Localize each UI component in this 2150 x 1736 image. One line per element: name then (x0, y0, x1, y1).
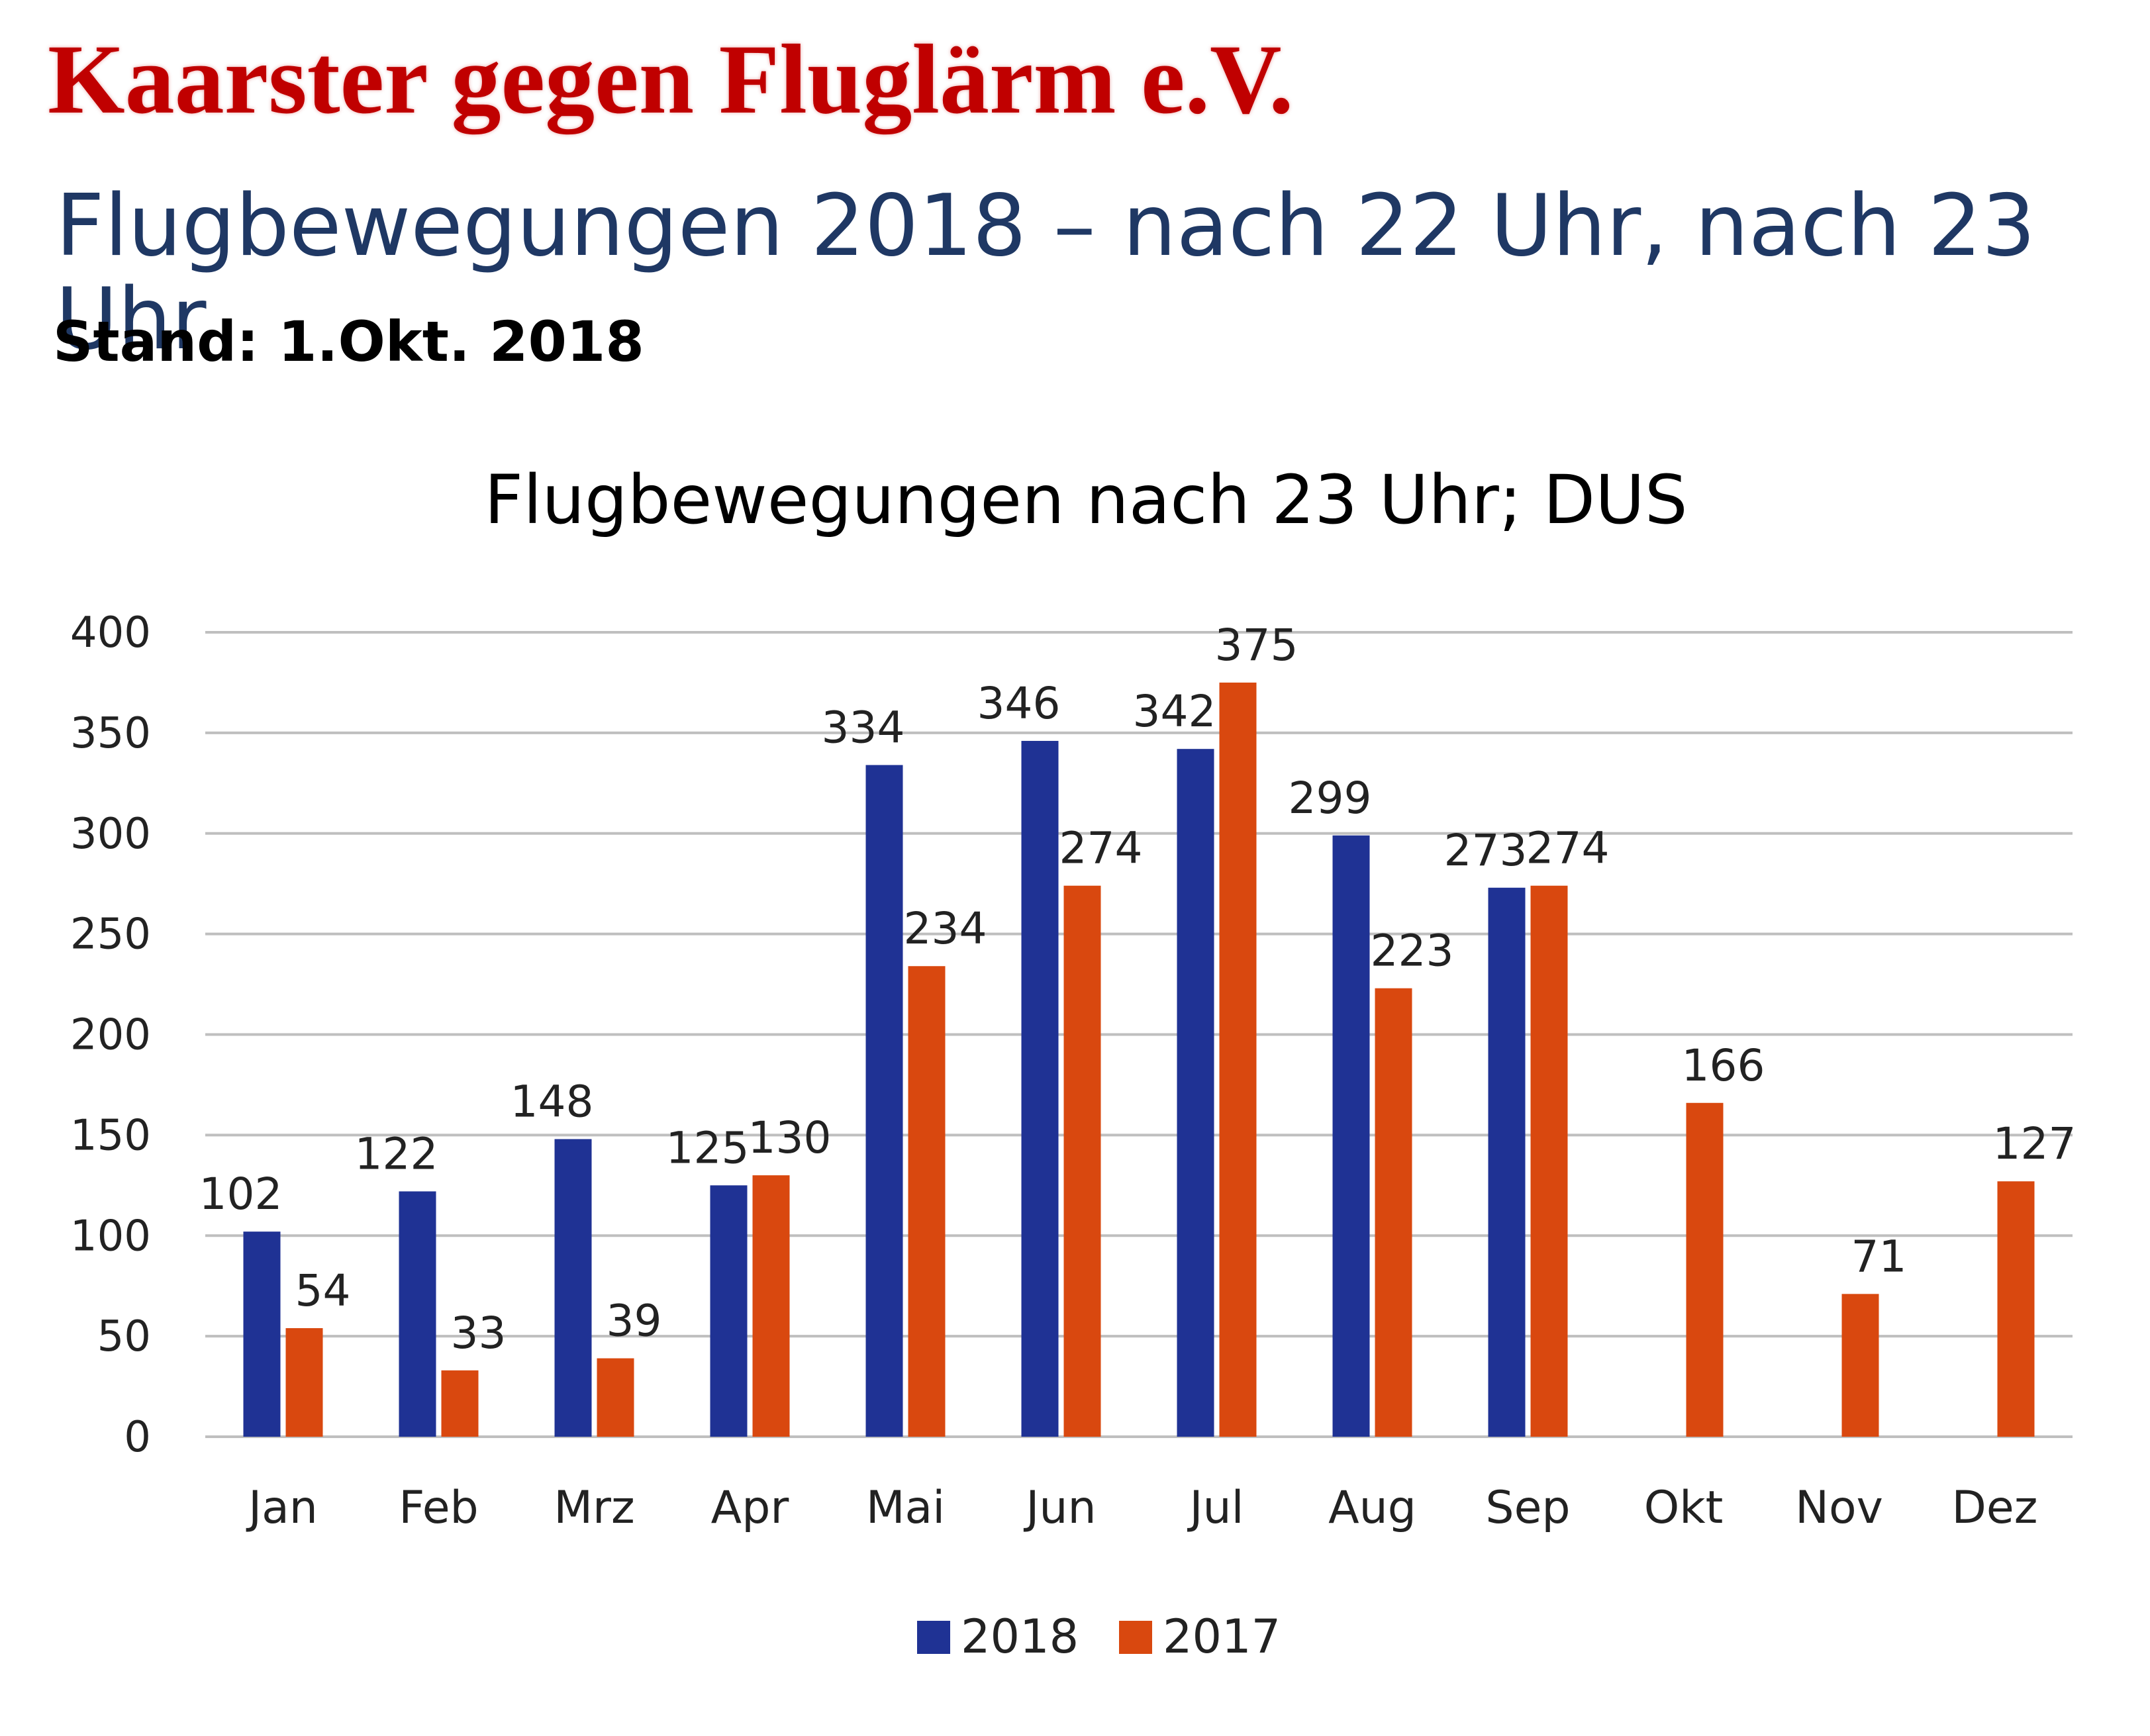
legend-label-2018: 2018 (961, 1610, 1079, 1664)
chart-title: Flugbewegungen nach 23 Uhr; DUS (484, 461, 1687, 540)
category-label-jan: Jan (246, 1482, 318, 1534)
data-label-2018-mrz: 148 (511, 1076, 594, 1127)
data-label-2018-aug: 299 (1289, 773, 1372, 824)
y-tick-label: 150 (70, 1111, 151, 1160)
y-tick-label: 400 (70, 608, 151, 657)
data-label-2017-apr: 130 (748, 1112, 832, 1163)
category-label-aug: Aug (1328, 1482, 1416, 1534)
data-label-2017-nov: 71 (1851, 1231, 1907, 1282)
category-label-jun: Jun (1023, 1482, 1096, 1534)
bar-2018-aug (1332, 835, 1370, 1437)
y-tick-label: 0 (124, 1413, 151, 1462)
data-label-2018-jan: 102 (199, 1169, 283, 1220)
y-tick-label: 50 (97, 1312, 151, 1361)
category-label-mai: Mai (866, 1482, 945, 1534)
bar-2017-aug (1375, 988, 1412, 1437)
gridlines (205, 631, 2073, 1438)
data-label-2018-feb: 122 (355, 1128, 438, 1179)
data-label-2018-apr: 125 (666, 1122, 750, 1173)
bar-2018-jun (1021, 741, 1059, 1437)
data-label-2017-okt: 166 (1682, 1040, 1765, 1091)
bar-2018-apr (710, 1185, 748, 1437)
data-label-2017-jan: 54 (295, 1265, 351, 1316)
bar-2017-sep (1530, 885, 1568, 1437)
data-label-2018-mai: 334 (822, 702, 905, 753)
stand-date: Stand: 1.Okt. 2018 (53, 309, 644, 374)
data-label-2017-jul: 375 (1215, 620, 1298, 671)
category-label-dez: Dez (1952, 1482, 2038, 1534)
x-axis-categories: Jan Feb Mrz Apr Mai Jun Jul Aug Sep Okt Nov Dez (246, 1482, 2037, 1534)
category-label-jul: Jul (1187, 1482, 1244, 1534)
data-label-2017-dez: 127 (1993, 1118, 2077, 1169)
y-tick-label: 200 (70, 1011, 151, 1060)
y-tick-label: 250 (70, 910, 151, 959)
slide-title: Flugbewegungen 2018 – nach 22 Uhr, nach … (56, 177, 2036, 369)
category-label-sep: Sep (1485, 1482, 1570, 1534)
legend-label-2017: 2017 (1163, 1610, 1281, 1664)
bar-2017-jan (285, 1327, 323, 1437)
data-label-2017-feb: 33 (451, 1308, 507, 1359)
bars (243, 682, 2035, 1437)
legend: 2018 2017 (917, 1610, 1281, 1664)
bar-2017-feb (441, 1370, 479, 1437)
data-label-2017-jun: 274 (1059, 823, 1143, 874)
bar-2017-nov (1841, 1294, 1879, 1437)
legend-swatch-2017 (1119, 1621, 1152, 1654)
category-label-mrz: Mrz (554, 1482, 634, 1534)
bar-2017-mrz (597, 1358, 634, 1437)
bar-2017-jul (1219, 682, 1257, 1437)
data-label-2018-jul: 342 (1133, 686, 1216, 737)
bar-2018-jul (1177, 749, 1214, 1437)
bar-2018-mai (865, 765, 903, 1437)
bar-2018-sep (1488, 887, 1526, 1437)
y-tick-label: 300 (70, 810, 151, 859)
data-label-2017-aug: 223 (1371, 926, 1454, 977)
legend-swatch-2018 (917, 1621, 950, 1654)
y-axis-ticks: 0 50 100 150 200 250 300 350 400 (70, 608, 151, 1462)
data-label-2018-jun: 346 (977, 678, 1061, 729)
category-label-okt: Okt (1644, 1482, 1724, 1534)
data-label-2018-sep: 273 (1444, 825, 1528, 876)
data-label-2017-mai: 234 (904, 903, 987, 954)
bar-2017-jun (1063, 885, 1101, 1437)
category-label-feb: Feb (399, 1482, 478, 1534)
bar-2018-feb (399, 1191, 436, 1437)
y-tick-label: 100 (70, 1212, 151, 1261)
data-label-2017-mrz: 39 (607, 1296, 662, 1347)
bar-2017-mai (908, 966, 946, 1437)
data-label-2017-sep: 274 (1526, 823, 1610, 874)
bar-2017-okt (1686, 1102, 1724, 1437)
y-tick-label: 350 (70, 709, 151, 758)
category-label-nov: Nov (1795, 1482, 1883, 1534)
bar-2017-apr (752, 1175, 790, 1437)
organization-title: Kaarster gegen Fluglärm e.V. (48, 24, 1294, 134)
bar-2018-mrz (554, 1139, 592, 1437)
bar-2018-jan (243, 1231, 281, 1437)
bar-2017-dez (1997, 1181, 2035, 1437)
category-label-apr: Apr (711, 1482, 789, 1534)
